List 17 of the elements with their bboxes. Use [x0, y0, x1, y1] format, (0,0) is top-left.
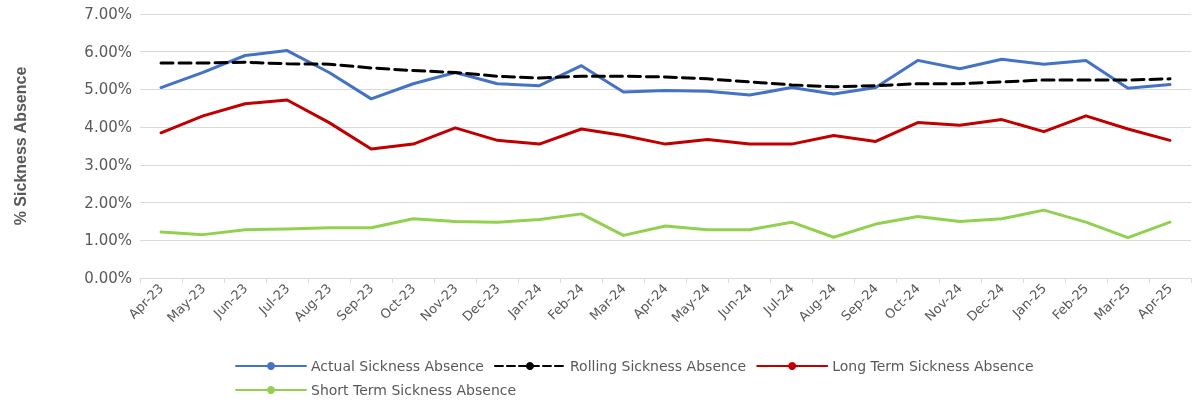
y-tick-label: 6.00% — [84, 42, 132, 61]
line-series — [159, 98, 1172, 151]
legend-label: Long Term Sickness Absence — [832, 358, 1034, 374]
y-tick-label: 5.00% — [84, 80, 132, 99]
line-series — [159, 49, 1172, 101]
y-tick-label: 0.00% — [84, 269, 132, 287]
y-tick-label: 4.00% — [84, 118, 132, 137]
legend-label: Short Term Sickness Absence — [311, 382, 517, 398]
legend-label: Rolling Sickness Absence — [569, 358, 747, 374]
y-tick-label: 7.00% — [84, 5, 132, 23]
y-tick-label: 2.00% — [84, 193, 132, 212]
legend-label: Actual Sickness Absence — [311, 358, 484, 374]
line-series — [159, 208, 1172, 240]
y-tick-label: 1.00% — [84, 231, 132, 250]
y-tick-label: 3.00% — [84, 155, 132, 174]
y-axis-title: % Sickness Absence — [11, 66, 29, 226]
line-series — [159, 60, 1172, 89]
